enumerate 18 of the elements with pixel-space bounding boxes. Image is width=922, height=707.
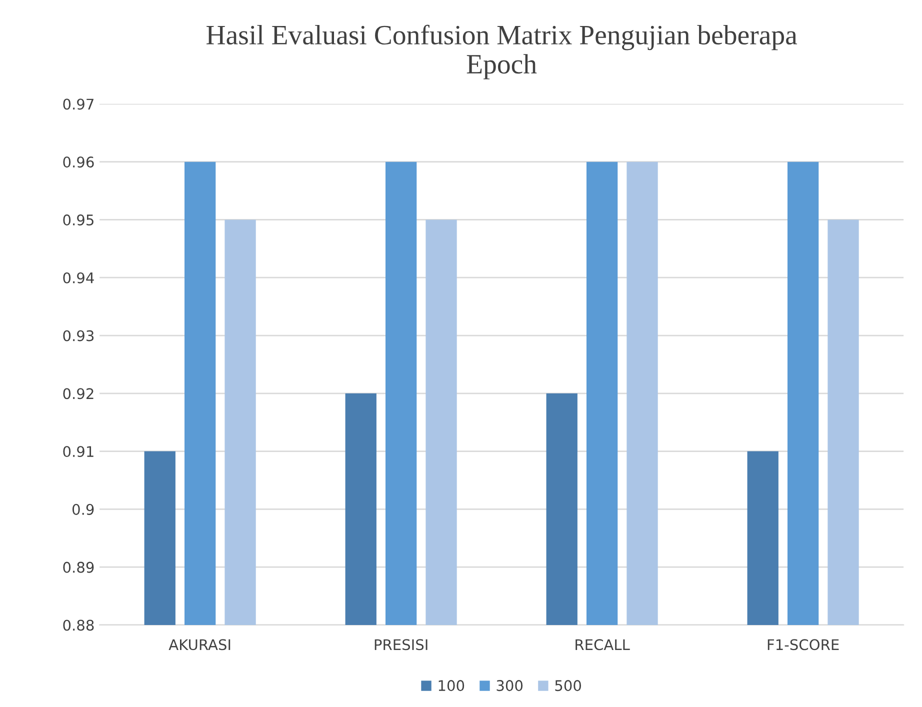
x-tick-label: RECALL [576,639,630,650]
y-tick-label: 0.89 [63,562,94,573]
y-tick-label: 0.96 [63,156,94,168]
x-tick-label: F1-SCORE [768,639,839,650]
x-tick-label: AKURASI [168,639,230,650]
legend-label: 500 [555,680,581,692]
x-tick-label: PRESISI [374,639,428,650]
chart-title: Hasil Evaluasi Confusion Matrix Pengujian beberapa Epoch [206,24,798,80]
y-tick-label: 0.9 [72,504,94,515]
legend-label: 300 [496,680,523,692]
legend-label: 100 [438,680,464,692]
y-tick-label: 0.92 [63,388,94,400]
y-tick-label: 0.94 [63,272,94,284]
y-tick-label: 0.95 [63,214,94,226]
y-tick-label: 0.91 [63,446,94,458]
y-tick-label: 0.88 [63,620,94,631]
y-tick-label: 0.97 [63,98,94,110]
y-tick-label: 0.93 [63,330,94,342]
